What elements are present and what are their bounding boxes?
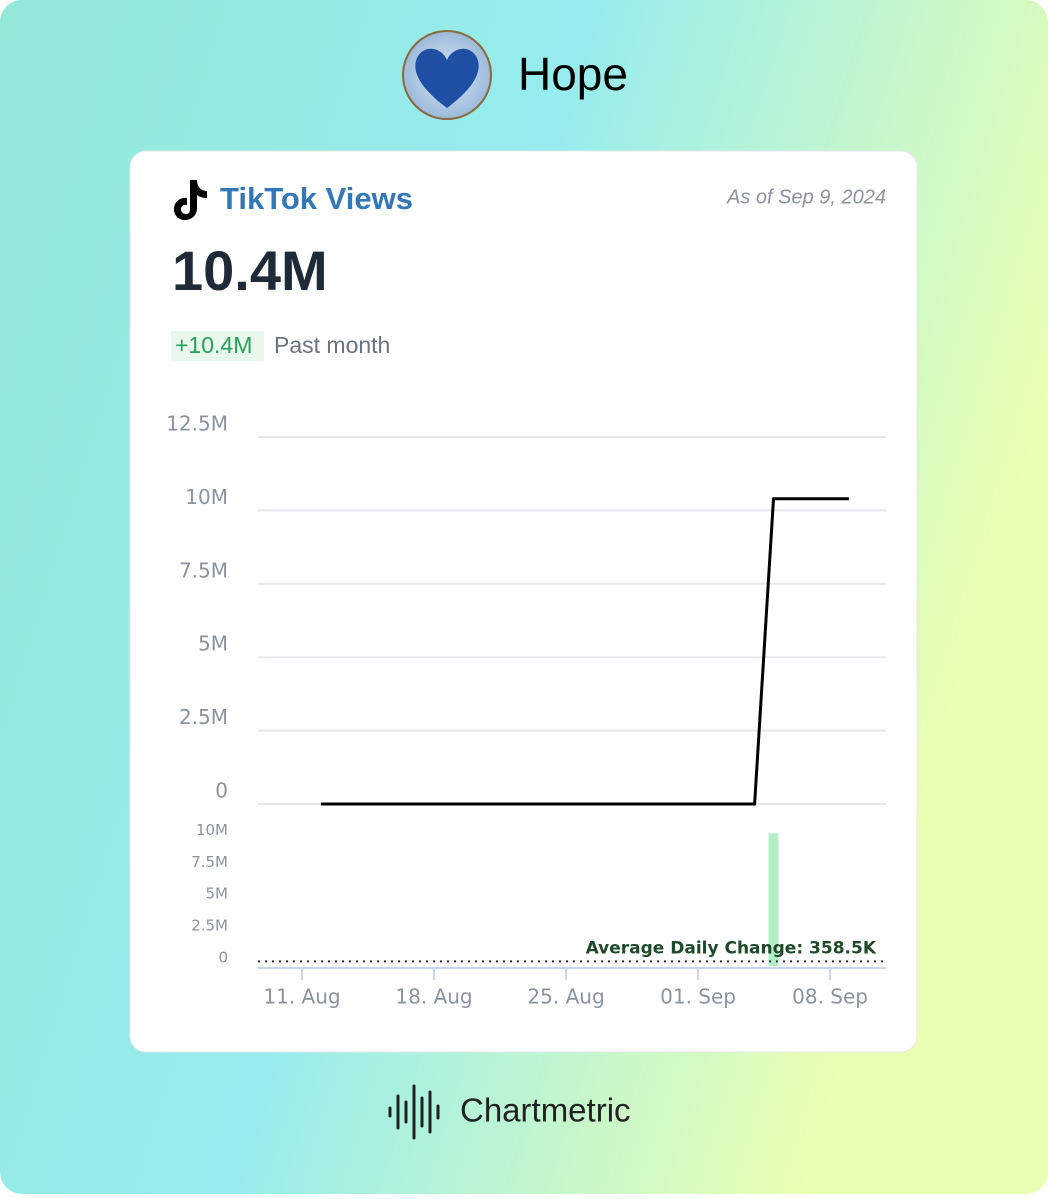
avatar <box>402 30 492 120</box>
y-tick-label: 7.5M <box>179 558 228 582</box>
brand-name: Chartmetric <box>460 1092 631 1129</box>
x-tick-label: 11. Aug <box>263 985 340 1009</box>
y-tick-label: 2.5M <box>179 705 228 729</box>
artist-name: Hope <box>518 48 628 100</box>
x-tick-label: 01. Sep <box>660 985 736 1009</box>
as-of-date: As of Sep 9, 2024 <box>726 186 886 208</box>
change-period: Past month <box>274 332 390 358</box>
y-tick-label: 5M <box>198 632 228 656</box>
card-title: TikTok Views <box>220 181 413 216</box>
line-series <box>320 497 849 806</box>
average-label: Average Daily Change: 358.5K <box>586 938 877 958</box>
y-tick-label: 12.5M <box>166 412 228 436</box>
y-tick-label: 2.5M <box>191 917 228 935</box>
bar <box>768 833 779 966</box>
total-views: 10.4M <box>172 239 328 302</box>
x-tick-label: 18. Aug <box>395 985 472 1009</box>
y-tick-label: 0 <box>218 949 228 967</box>
y-tick-label: 0 <box>215 779 228 803</box>
x-tick-label: 25. Aug <box>527 985 604 1009</box>
y-tick-label: 10M <box>196 821 228 839</box>
y-tick-label: 10M <box>185 485 228 509</box>
change-value: +10.4M <box>175 332 252 358</box>
card <box>129 150 918 1053</box>
y-tick-label: 5M <box>206 885 229 903</box>
tiktok-icon <box>174 180 207 220</box>
footer-logo <box>388 1084 440 1140</box>
x-tick-label: 08. Sep <box>792 985 868 1009</box>
change-badge <box>171 331 264 361</box>
y-tick-label: 7.5M <box>191 853 228 871</box>
